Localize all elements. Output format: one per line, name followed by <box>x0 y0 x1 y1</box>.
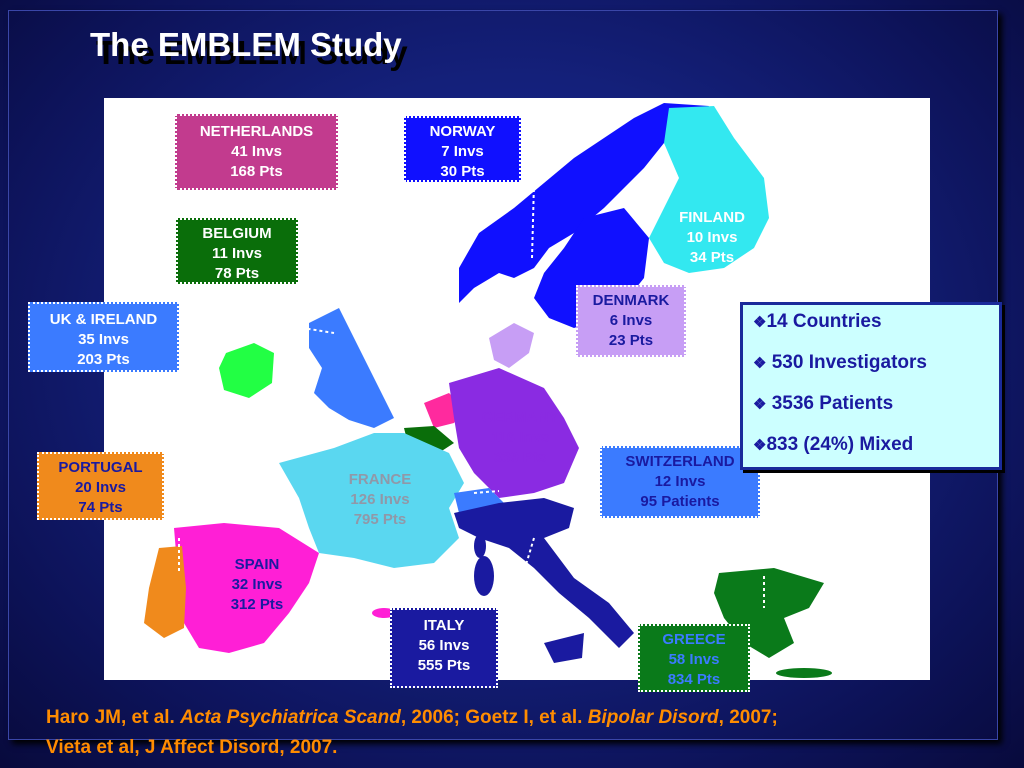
citation-line-1: Haro JM, et al. Acta Psychiatrica Scand,… <box>46 703 778 733</box>
greece-pts: 834 Pts <box>667 671 721 688</box>
switzerland-box: SWITZERLAND 12 Invs 95 Patients <box>600 446 760 518</box>
italy-name: ITALY <box>423 617 465 634</box>
italy-pts: 555 Pts <box>417 657 471 674</box>
spain-shape <box>174 523 319 653</box>
corsica-shape <box>474 534 486 558</box>
stat-patients: ❖ 3536 Patients <box>753 393 999 434</box>
germany-shape <box>449 368 579 498</box>
uk-shape <box>309 308 394 428</box>
germany-name: GERMANY <box>481 409 559 426</box>
sardinia-shape <box>474 556 494 596</box>
germany-pts: 339 Pts <box>493 449 547 466</box>
denmark-pts: 23 Pts <box>608 332 654 349</box>
italy-box: ITALY 56 Invs 555 Pts <box>390 608 498 688</box>
norway-invs: 7 Invs <box>441 143 484 160</box>
stat-investigators-text: 530 Investigators <box>766 352 927 373</box>
germany-label: GERMANY 116 Invs 339 Pts <box>470 408 570 468</box>
finland-invs: 10 Invs <box>686 229 738 246</box>
uk-ireland-box: UK & IRELAND 35 Invs 203 Pts <box>28 302 179 372</box>
belgium-invs: 11 Invs <box>211 245 263 262</box>
norway-box: NORWAY 7 Invs 30 Pts <box>404 116 521 182</box>
uk-ireland-pts: 203 Pts <box>77 351 130 368</box>
slide-title: The EMBLEM Study <box>90 26 402 63</box>
sicily-shape <box>544 633 584 663</box>
finland-pts: 34 Pts <box>689 249 735 266</box>
denmark-box: DENMARK 6 Invs 23 Pts <box>576 285 686 357</box>
portugal-shape <box>144 546 186 638</box>
spain-pts: 312 Pts <box>230 596 284 613</box>
spain-invs: 32 Invs <box>231 576 283 593</box>
netherlands-name: NETHERLANDS <box>199 123 314 140</box>
finland-label: FINLAND 10 Invs 34 Pts <box>670 208 754 268</box>
finland-shape <box>649 106 769 273</box>
italy-shape <box>454 498 634 648</box>
stat-investigators: ❖ 530 Investigators <box>753 352 999 393</box>
italy-invs: 56 Invs <box>418 637 470 654</box>
finland-name: FINLAND <box>679 209 745 226</box>
belgium-name: BELGIUM <box>202 225 272 242</box>
europe-map-svg <box>144 103 832 678</box>
stat-countries-text: 14 Countries <box>766 311 882 332</box>
spain-label: SPAIN 32 Invs 312 Pts <box>212 555 302 615</box>
netherlands-invs: 41 Invs <box>231 143 282 160</box>
ireland-shape <box>219 343 274 398</box>
portugal-invs: 20 Invs <box>75 479 126 496</box>
portugal-box: PORTUGAL 20 Invs 74 Pts <box>37 452 164 520</box>
crete-shape <box>776 668 832 678</box>
denmark-name: DENMARK <box>592 292 670 309</box>
denmark-shape <box>489 323 534 368</box>
switzerland-invs: 12 Invs <box>654 473 706 490</box>
summary-stats-box: ❖14 Countries ❖ 530 Investigators ❖ 3536… <box>740 302 1002 470</box>
belgium-pts: 78 Pts <box>214 265 260 282</box>
denmark-invs: 6 Invs <box>609 312 653 329</box>
portugal-pts: 74 Pts <box>78 499 123 516</box>
france-pts: 795 Pts <box>353 511 407 528</box>
norway-pts: 30 Pts <box>440 163 485 180</box>
greece-name: GREECE <box>662 631 726 648</box>
spain-name: SPAIN <box>234 556 280 573</box>
norway-sweden-shape <box>459 103 709 303</box>
citation-journal-2: Bipolar Disord <box>587 707 719 728</box>
greece-invs: 58 Invs <box>668 651 720 668</box>
norway-name: NORWAY <box>429 123 496 140</box>
belgium-box: BELGIUM 11 Invs 78 Pts <box>176 218 298 284</box>
germany-invs: 116 Invs <box>490 429 550 446</box>
diamond-bullet-icon: ❖ <box>753 396 767 413</box>
diamond-bullet-icon: ❖ <box>753 355 767 372</box>
stat-countries: ❖14 Countries <box>753 311 999 352</box>
europe-map <box>104 98 930 680</box>
portugal-name: PORTUGAL <box>58 459 143 476</box>
france-invs: 126 Invs <box>350 491 410 508</box>
stat-mixed-text: 833 (24%) Mixed <box>766 434 914 455</box>
diamond-bullet-icon: ❖ <box>753 314 767 331</box>
citation-journal-1: Acta Psychiatrica Scand <box>180 707 401 728</box>
france-name: FRANCE <box>348 471 412 488</box>
stat-mixed: ❖833 (24%) Mixed <box>753 434 999 475</box>
title-shadow: The EMBLEM Study <box>96 34 408 71</box>
citation: Haro JM, et al. Acta Psychiatrica Scand,… <box>46 703 778 763</box>
france-label: FRANCE 126 Invs 795 Pts <box>335 470 425 530</box>
uk-ireland-invs: 35 Invs <box>78 331 129 348</box>
netherlands-pts: 168 Pts <box>230 163 283 180</box>
stat-patients-text: 3536 Patients <box>766 393 894 414</box>
diamond-bullet-icon: ❖ <box>753 437 767 454</box>
citation-year-author-2: , 2006; Goetz I, et al. <box>400 707 588 728</box>
switzerland-pts: 95 Patients <box>640 493 720 510</box>
greece-box: GREECE 58 Invs 834 Pts <box>638 624 750 692</box>
netherlands-box: NETHERLANDS 41 Invs 168 Pts <box>175 114 338 190</box>
citation-author-1: Haro JM, et al. <box>46 707 181 728</box>
switzerland-name: SWITZERLAND <box>625 453 735 470</box>
citation-year-2: , 2007; <box>718 707 778 728</box>
france-shape <box>279 433 464 568</box>
uk-ireland-name: UK & IRELAND <box>49 311 158 328</box>
citation-line-2: Vieta et al, J Affect Disord, 2007. <box>46 737 338 758</box>
